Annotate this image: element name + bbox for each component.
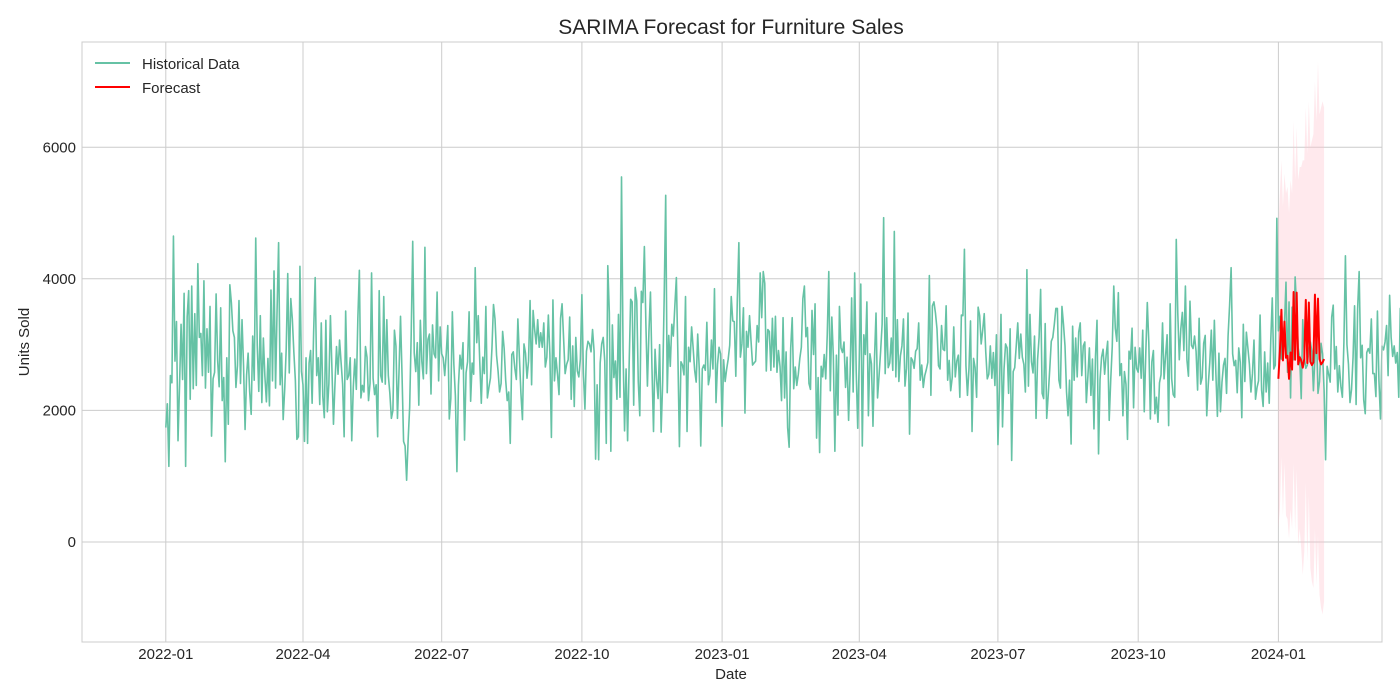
x-tick-label: 2024-01 <box>1251 646 1306 663</box>
x-ticks: 2022-01 2022-04 2022-07 2022-10 2023-01 2023-… <box>138 646 1306 663</box>
x-tick-label: 2023-04 <box>832 646 887 663</box>
chart-title: SARIMA Forecast for Furniture Sales <box>558 16 903 39</box>
historical-data-line <box>165 176 1400 481</box>
y-tick-label: 0 <box>68 534 76 551</box>
y-tick-label: 6000 <box>43 139 76 156</box>
legend-label-historical: Historical Data <box>142 56 240 73</box>
x-tick-label: 2022-07 <box>414 646 469 663</box>
legend: Historical Data Forecast <box>95 56 240 97</box>
y-axis-label: Units Sold <box>16 308 33 376</box>
y-tick-label: 4000 <box>43 271 76 288</box>
y-ticks: 0 2000 4000 6000 <box>43 139 76 551</box>
plot-frame <box>81 41 1383 643</box>
x-tick-label: 2023-07 <box>970 646 1025 663</box>
y-tick-label: 2000 <box>43 402 76 419</box>
x-tick-label: 2022-04 <box>275 646 330 663</box>
legend-label-forecast: Forecast <box>142 80 201 97</box>
forecast-line <box>1277 291 1325 380</box>
x-axis-label: Date <box>715 666 747 683</box>
series-layer <box>165 61 1400 615</box>
x-tick-label: 2023-10 <box>1111 646 1166 663</box>
x-tick-label: 2023-01 <box>695 646 750 663</box>
x-tick-label: 2022-10 <box>554 646 609 663</box>
forecast-confidence-band <box>1278 61 1325 615</box>
x-tick-label: 2022-01 <box>138 646 193 663</box>
